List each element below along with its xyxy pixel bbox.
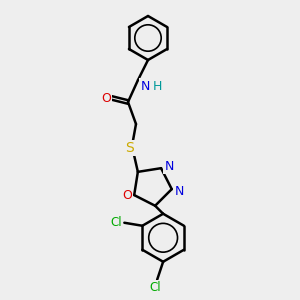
Text: O: O: [101, 92, 111, 104]
Text: O: O: [122, 189, 132, 202]
Text: N: N: [175, 184, 184, 198]
Text: Cl: Cl: [110, 216, 122, 229]
Text: Cl: Cl: [149, 281, 161, 294]
Text: S: S: [126, 141, 134, 155]
Text: N: N: [164, 160, 174, 173]
Text: H: H: [152, 80, 162, 92]
Text: N: N: [140, 80, 150, 92]
